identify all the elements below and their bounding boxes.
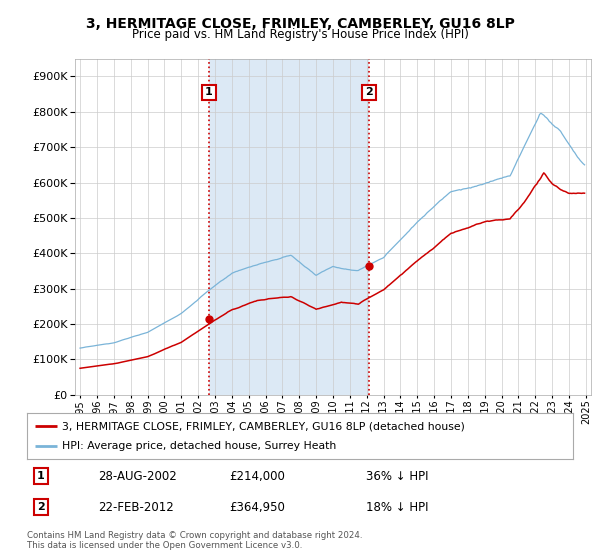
Text: £214,000: £214,000 [229, 470, 285, 483]
Text: 2: 2 [37, 502, 44, 512]
Text: 28-AUG-2002: 28-AUG-2002 [98, 470, 177, 483]
Text: £364,950: £364,950 [229, 501, 285, 514]
Text: 3, HERMITAGE CLOSE, FRIMLEY, CAMBERLEY, GU16 8LP: 3, HERMITAGE CLOSE, FRIMLEY, CAMBERLEY, … [86, 17, 514, 31]
Bar [209, 59, 369, 395]
Text: Price paid vs. HM Land Registry's House Price Index (HPI): Price paid vs. HM Land Registry's House … [131, 28, 469, 41]
Text: 1: 1 [205, 87, 213, 97]
Text: 3, HERMITAGE CLOSE, FRIMLEY, CAMBERLEY, GU16 8LP (detached house): 3, HERMITAGE CLOSE, FRIMLEY, CAMBERLEY, … [62, 421, 466, 431]
Text: 1: 1 [37, 471, 44, 481]
Text: Contains HM Land Registry data © Crown copyright and database right 2024.
This d: Contains HM Land Registry data © Crown c… [27, 531, 362, 550]
Text: HPI: Average price, detached house, Surrey Heath: HPI: Average price, detached house, Surr… [62, 441, 337, 451]
Text: 2: 2 [365, 87, 373, 97]
Text: 22-FEB-2012: 22-FEB-2012 [98, 501, 174, 514]
Text: 36% ↓ HPI: 36% ↓ HPI [365, 470, 428, 483]
Text: 18% ↓ HPI: 18% ↓ HPI [365, 501, 428, 514]
